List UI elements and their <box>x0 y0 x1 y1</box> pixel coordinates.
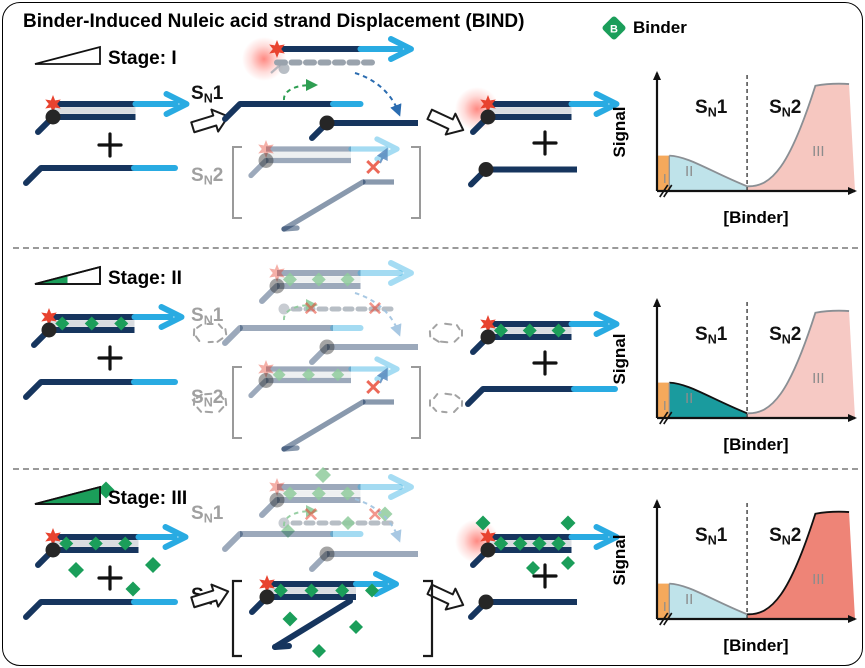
svg-text:SN2: SN2 <box>769 97 801 119</box>
svg-text:[Binder]: [Binder] <box>723 208 788 227</box>
svg-text:✕: ✕ <box>367 299 383 320</box>
svg-text:✕: ✕ <box>364 155 382 180</box>
svg-text:✕: ✕ <box>367 505 383 526</box>
svg-text:III: III <box>812 571 825 588</box>
svg-text:SN2: SN2 <box>191 387 223 409</box>
svg-text:Stage: I: Stage: I <box>108 48 177 69</box>
svg-text:II: II <box>685 591 693 608</box>
svg-text:SN1: SN1 <box>191 83 224 105</box>
svg-text:I: I <box>663 398 667 413</box>
svg-text:✕: ✕ <box>303 299 319 320</box>
svg-text:SN2: SN2 <box>769 324 801 346</box>
svg-text:III: III <box>812 143 825 160</box>
svg-text:I: I <box>663 599 667 614</box>
svg-text:SN1: SN1 <box>695 525 728 547</box>
svg-text:SN1: SN1 <box>695 324 728 346</box>
svg-text:SN2: SN2 <box>191 165 223 187</box>
svg-text:SN1: SN1 <box>191 503 224 525</box>
svg-text:Signal: Signal <box>610 333 629 384</box>
svg-text:Stage: III: Stage: III <box>108 488 187 509</box>
svg-text:SN2: SN2 <box>769 525 801 547</box>
svg-text:Signal: Signal <box>610 534 629 585</box>
svg-text:II: II <box>685 163 693 180</box>
svg-text:III: III <box>812 370 825 387</box>
svg-text:II: II <box>685 390 693 407</box>
svg-text:Stage: II: Stage: II <box>108 268 182 289</box>
svg-text:Signal: Signal <box>610 106 629 157</box>
svg-text:[Binder]: [Binder] <box>723 636 788 655</box>
svg-text:✕: ✕ <box>303 505 319 526</box>
svg-text:✕: ✕ <box>364 375 382 400</box>
svg-text:I: I <box>663 171 667 186</box>
svg-text:[Binder]: [Binder] <box>723 435 788 454</box>
svg-text:SN1: SN1 <box>695 97 728 119</box>
